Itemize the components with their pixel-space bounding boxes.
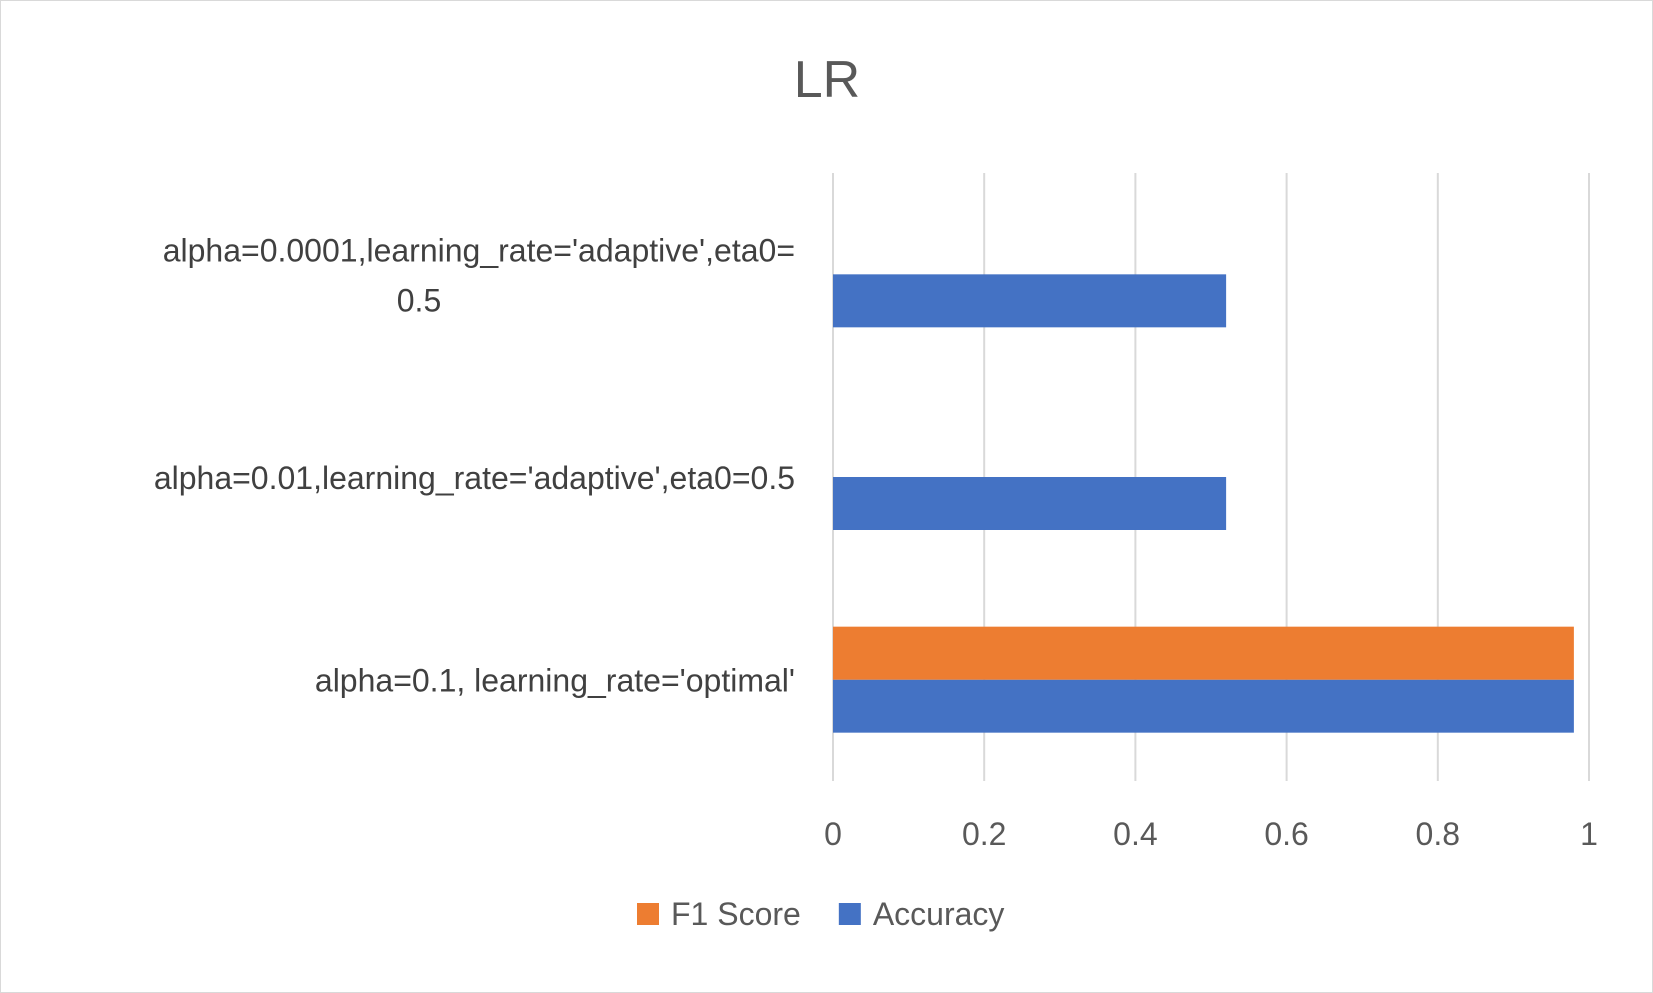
legend-label: F1 Score [671,896,801,932]
legend-swatch [838,903,861,925]
category-label: alpha=0.01,learning_rate='adaptive',eta0… [154,460,795,496]
x-tick-label: 0 [824,816,842,852]
chart-title: LR [794,51,860,109]
legend: F1 Score Accuracy [637,896,1004,932]
x-tick-label: 0.4 [1113,816,1157,852]
category-label: 0.5 [397,282,441,318]
bar-accuracy [833,274,1227,328]
legend-label: Accuracy [873,896,1005,932]
bar-accuracy [833,679,1574,733]
x-tick-label: 1 [1580,816,1598,852]
bars [833,274,1574,733]
x-tick-label: 0.8 [1416,816,1460,852]
category-labels: alpha=0.1, learning_rate='optimal' alpha=… [154,232,795,698]
bar-accuracy [833,477,1227,530]
legend-swatch [637,903,659,925]
bar-f1-score [833,626,1574,680]
category-label: alpha=0.1, learning_rate='optimal' [315,663,795,699]
x-tick-label: 0.6 [1264,816,1308,852]
category-label: alpha=0.0001,learning_rate='adaptive',et… [163,232,795,268]
x-tick-label: 0.2 [962,816,1006,852]
x-axis-ticks: 0 0.2 0.4 0.6 0.8 1 [824,816,1598,852]
